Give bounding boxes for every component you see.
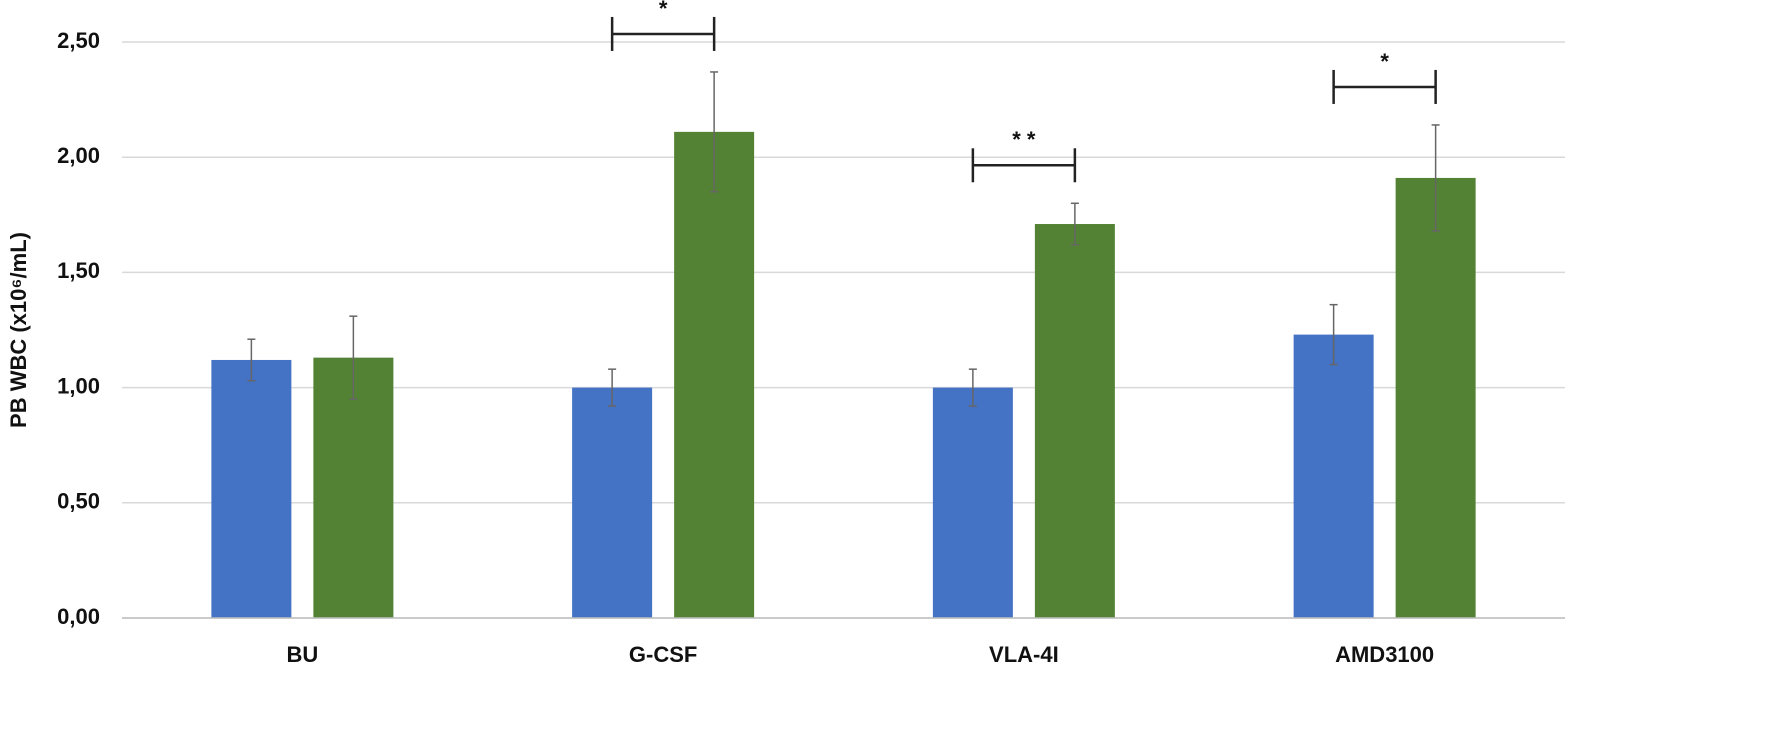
bar	[211, 359, 292, 618]
significance-label: * *	[1012, 127, 1036, 152]
bar	[932, 387, 1013, 618]
x-tick-label: BU	[286, 642, 318, 667]
y-tick-label: 0,00	[57, 604, 100, 629]
bar	[674, 131, 755, 618]
bar	[1395, 177, 1476, 618]
significance-label: *	[1380, 49, 1389, 74]
x-tick-label: AMD3100	[1335, 642, 1434, 667]
y-tick-label: 2,00	[57, 143, 100, 168]
x-tick-label: G-CSF	[629, 642, 697, 667]
y-tick-label: 2,50	[57, 28, 100, 53]
y-tick-label: 1,00	[57, 373, 100, 398]
bar	[1034, 224, 1115, 619]
y-tick-label: 1,50	[57, 258, 100, 283]
bar	[313, 357, 394, 618]
bar	[1293, 334, 1374, 618]
y-tick-label: 0,50	[57, 489, 100, 514]
significance-label: *	[659, 0, 668, 21]
bar	[572, 387, 653, 618]
y-axis-label: PB WBC (x10⁶/mL)	[6, 232, 31, 428]
x-tick-label: VLA-4I	[989, 642, 1059, 667]
